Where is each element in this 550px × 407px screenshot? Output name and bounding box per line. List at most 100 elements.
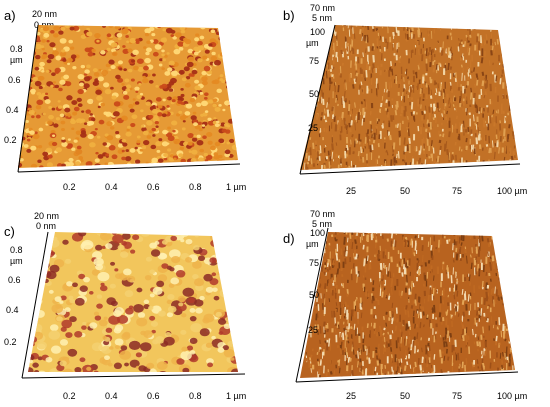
surface-texture-mark xyxy=(21,105,27,110)
surface-texture-mark xyxy=(506,356,509,361)
z-bottom-label-d: 5 nm xyxy=(312,219,332,229)
y-tick-d-2: 50 xyxy=(309,290,319,300)
surface-texture-mark xyxy=(62,239,69,245)
surface-texture-mark xyxy=(442,299,445,305)
surface-texture-mark xyxy=(142,130,149,136)
surface-texture-mark xyxy=(80,232,87,234)
surface-texture-mark xyxy=(235,252,238,258)
surface-texture-mark xyxy=(59,300,64,304)
surface-texture-mark xyxy=(156,149,161,153)
surface-texture-mark xyxy=(121,149,125,153)
surface-texture-mark xyxy=(457,86,461,91)
surface-texture-mark xyxy=(381,234,384,239)
surface-texture-mark xyxy=(117,164,121,168)
surface-texture-mark xyxy=(356,232,360,233)
surface-texture-mark xyxy=(501,292,505,298)
surface-texture-mark xyxy=(234,145,238,151)
surface-texture-mark xyxy=(471,144,475,150)
surface-texture-mark xyxy=(496,241,500,248)
surface-texture-mark xyxy=(142,78,149,84)
surface-texture-mark xyxy=(20,107,25,111)
surface-texture-mark xyxy=(354,102,356,108)
surface-texture-mark xyxy=(184,82,191,88)
surface-texture-mark xyxy=(465,357,468,366)
surface-texture-mark xyxy=(28,232,31,234)
surface-texture-mark xyxy=(390,354,393,359)
surface-texture-mark xyxy=(207,117,212,122)
surface-texture-mark xyxy=(190,158,197,163)
surface-texture-mark xyxy=(69,316,77,323)
surface-texture-mark xyxy=(50,29,55,34)
surface-texture-mark xyxy=(460,242,463,246)
surface-texture-mark xyxy=(228,237,238,245)
surface-texture-mark xyxy=(405,305,408,310)
surface-texture-mark xyxy=(507,357,510,363)
surface-texture-mark xyxy=(201,124,206,127)
surface-texture-mark xyxy=(393,25,396,28)
surface-texture-mark xyxy=(131,59,135,63)
surface-texture-mark xyxy=(369,262,372,270)
surface-texture-mark xyxy=(298,74,299,77)
surface-texture-mark xyxy=(74,331,83,338)
z-top-label-b: 70 nm xyxy=(310,3,335,13)
surface-texture-mark xyxy=(35,309,45,318)
surface-texture-mark xyxy=(213,117,217,120)
surface-texture-mark xyxy=(306,299,309,302)
surface-texture-mark xyxy=(403,25,406,28)
surface-texture-mark xyxy=(427,259,431,264)
surface-texture-mark xyxy=(350,326,353,330)
surface-texture-mark xyxy=(38,127,44,132)
surface-texture-mark xyxy=(66,95,73,101)
surface-texture-mark xyxy=(461,335,464,339)
surface-texture-mark xyxy=(464,41,466,47)
surface-texture-mark xyxy=(424,81,427,86)
surface-texture-mark xyxy=(28,327,36,335)
surface-texture-mark xyxy=(331,74,334,78)
surface-texture-mark xyxy=(358,348,362,356)
surface-texture-mark xyxy=(302,255,305,259)
surface-texture-mark xyxy=(448,97,451,105)
surface-texture-mark xyxy=(89,290,94,295)
surface-texture-mark xyxy=(197,40,203,46)
surface-texture-mark xyxy=(457,313,460,317)
surface-texture-mark xyxy=(219,25,226,27)
surface-texture-mark xyxy=(120,251,129,258)
surface-texture-mark xyxy=(187,141,193,146)
surface-texture-mark xyxy=(404,33,407,39)
y-tick-c-2: 0.4 xyxy=(6,305,19,315)
surface-texture-mark xyxy=(486,238,490,243)
surface-texture-mark xyxy=(417,259,420,264)
surface-texture-mark xyxy=(143,163,150,168)
surface-texture-mark xyxy=(460,64,463,68)
surface-texture-mark xyxy=(64,307,71,313)
surface-texture-mark xyxy=(190,322,203,333)
surface-texture-mark xyxy=(512,166,515,170)
surface-texture-mark xyxy=(96,303,103,309)
surface-texture-mark xyxy=(442,109,444,117)
surface-texture-mark xyxy=(507,43,511,47)
surface-texture-mark xyxy=(133,65,139,71)
surface-texture-mark xyxy=(409,286,412,292)
surface-texture-mark xyxy=(80,64,86,69)
surface-texture-mark xyxy=(507,269,510,278)
surface-texture-mark xyxy=(394,42,397,50)
surface-texture-mark xyxy=(30,88,36,94)
surface-texture-mark xyxy=(233,92,237,96)
surface-texture-mark xyxy=(316,48,319,53)
surface-texture-mark xyxy=(185,66,190,70)
surface-texture-mark xyxy=(71,147,76,151)
surface-texture-mark xyxy=(469,34,472,38)
y-tick-c-1: 0.6 xyxy=(8,275,21,285)
surface-texture-mark xyxy=(468,166,470,170)
surface-texture-mark xyxy=(503,156,506,162)
surface-texture-mark xyxy=(53,123,59,128)
x-axis-a xyxy=(17,163,241,173)
surface-texture-mark xyxy=(199,91,204,95)
surface-texture-mark xyxy=(109,283,116,289)
surface-texture-mark xyxy=(168,283,175,288)
surface-texture-mark xyxy=(491,227,492,230)
surface-texture-mark xyxy=(498,21,499,24)
surface-texture-mark xyxy=(28,303,32,311)
surface-texture-mark xyxy=(343,117,346,125)
surface-texture-mark xyxy=(345,82,347,90)
